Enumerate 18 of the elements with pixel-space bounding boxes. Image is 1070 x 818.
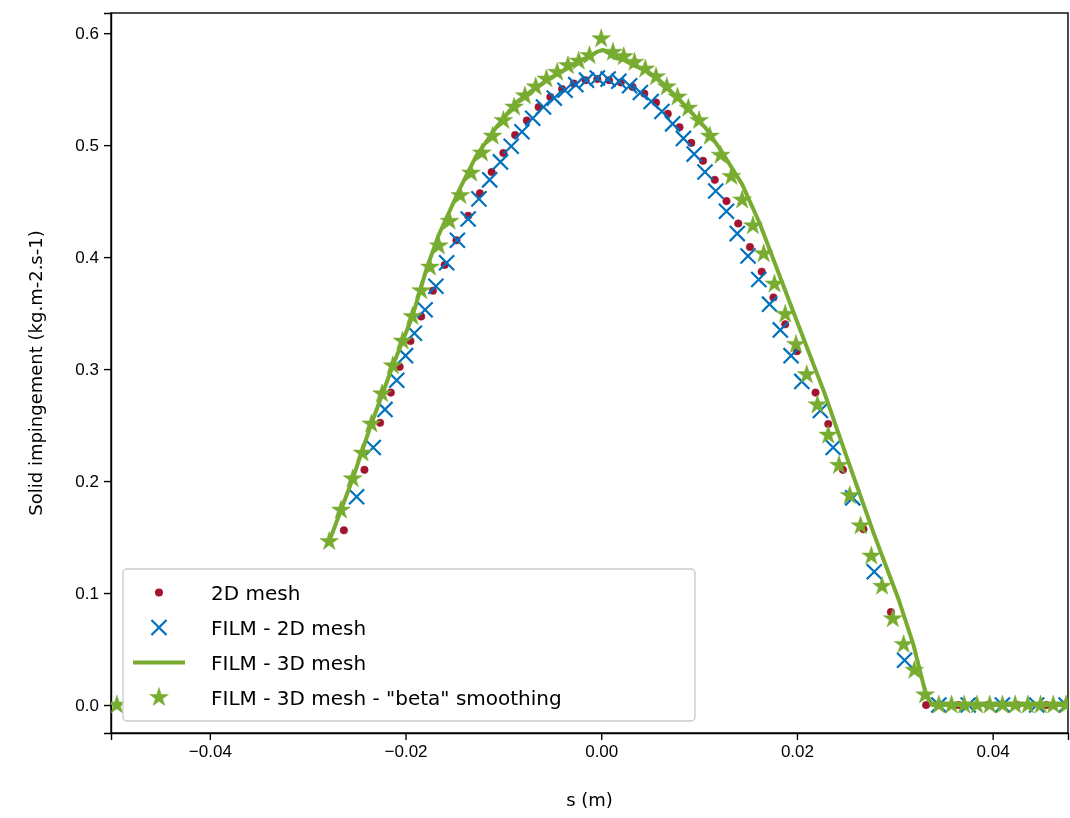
- x-tick-label: 0.04: [976, 742, 1010, 762]
- y-tick-label: 0.1: [75, 583, 99, 603]
- legend-label: FILM - 3D mesh: [211, 650, 367, 675]
- y-tick-label: 0.3: [75, 360, 99, 380]
- x-tick-label: 0.00: [585, 742, 619, 762]
- legend-label: FILM - 3D mesh - "beta" smoothing: [211, 685, 562, 710]
- y-tick-label: 0.4: [75, 248, 99, 268]
- y-tick-label: 0.6: [75, 24, 99, 44]
- x-axis-title: s (m): [566, 789, 613, 810]
- legend-label: 2D mesh: [211, 580, 301, 605]
- y-tick-label: 0.2: [75, 472, 99, 491]
- x-tick-label: 0.02: [780, 742, 814, 762]
- y-axis-title: Solid impingement (kg.m-2.s-1): [25, 230, 46, 516]
- y-tick-label: 0.5: [75, 136, 99, 156]
- legend-label: FILM - 2D mesh: [211, 615, 367, 640]
- x-tick-label: −0.04: [188, 742, 232, 762]
- x-tick-label: −0.02: [384, 742, 428, 762]
- y-tick-label: 0.0: [75, 695, 99, 715]
